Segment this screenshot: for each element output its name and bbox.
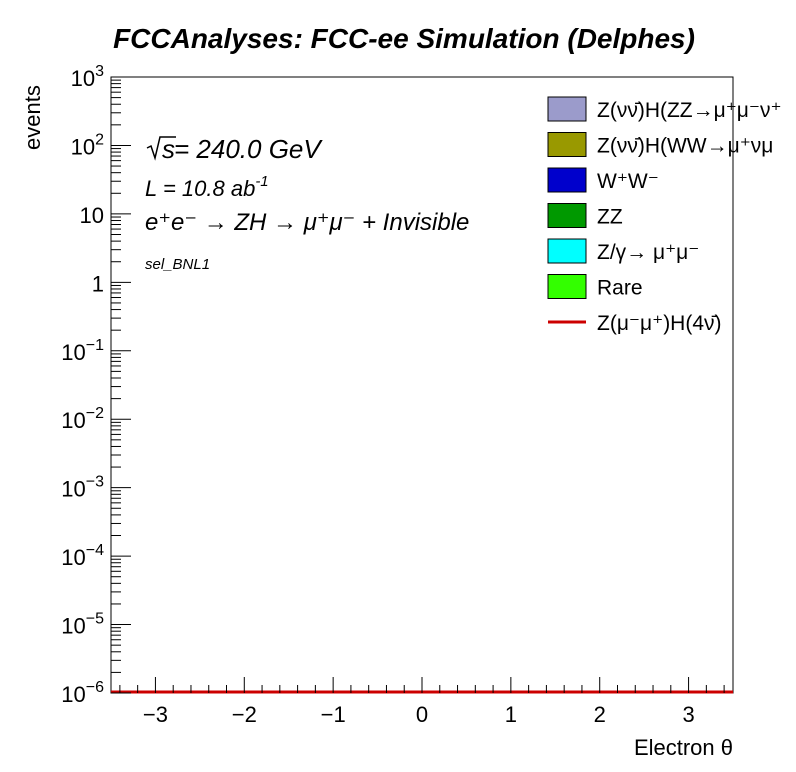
y-axis-label: events <box>20 85 45 150</box>
luminosity-exponent: -1 <box>255 173 268 190</box>
y-tick-base: 1 <box>92 271 104 296</box>
sqrt-symbol <box>146 136 176 161</box>
y-tick-base: 10 <box>61 340 85 365</box>
y-tick-exponent: −6 <box>86 679 104 696</box>
process-label: e⁺e⁻ → ZH → μ⁺μ⁻ + Invisible <box>145 209 469 236</box>
y-tick-exponent: 3 <box>95 63 104 80</box>
annotation-energy: s = 240.0 GeV <box>146 134 323 164</box>
legend-swatch <box>547 132 587 157</box>
y-tick-base: 10 <box>71 134 95 159</box>
y-tick-base: 10 <box>61 545 85 570</box>
legend-label: W⁺W⁻ <box>597 170 659 193</box>
legend-swatch <box>547 238 587 264</box>
y-tick-exponent: 2 <box>95 131 104 148</box>
x-tick-label: 0 <box>416 702 428 727</box>
x-tick-label: 1 <box>505 702 517 727</box>
y-tick-base: 10 <box>61 477 85 502</box>
y-tick-label: 102 <box>71 131 104 159</box>
y-tick-label: 10−4 <box>61 542 104 570</box>
x-axis-label: Electron θ <box>634 735 733 760</box>
legend-label: Z(νν̄)H(ZZ→μ⁺μ⁻ν⁺ <box>597 99 782 122</box>
y-tick-exponent: −4 <box>86 542 104 559</box>
x-tick-label: 2 <box>594 702 606 727</box>
x-tick-label: 3 <box>682 702 694 727</box>
y-tick-base: 10 <box>71 66 95 91</box>
legend: Z(νν̄)H(ZZ→μ⁺μ⁻ν⁺ Z(νν̄)H(WW→μ⁺νμ W⁺W⁻ ZZ Z/… <box>547 96 782 335</box>
legend-swatch <box>547 167 587 193</box>
chart-title: FCCAnalyses: FCC-ee Simulation (Delphes) <box>113 23 695 54</box>
legend-swatch <box>547 96 587 122</box>
x-tick-label: −3 <box>143 702 168 727</box>
legend-label: Z(μ⁻μ⁺)H(4ν̄) <box>597 312 722 335</box>
y-tick-base: 10 <box>61 682 85 707</box>
y-tick-base: 10 <box>61 408 85 433</box>
y-tick-label: 10 <box>80 203 104 228</box>
y-tick-label: 10−6 <box>61 679 104 707</box>
y-tick-label: 1 <box>92 271 104 296</box>
luminosity-value: L = 10.8 ab <box>145 176 255 201</box>
y-tick-label: 10−2 <box>61 405 104 433</box>
y-tick-label: 103 <box>71 63 104 91</box>
y-tick-label: 10−3 <box>61 474 104 502</box>
y-tick-exponent: −5 <box>86 611 104 628</box>
selection-label: sel_BNL1 <box>145 256 210 273</box>
legend-label: Z(νν̄)H(WW→μ⁺νμ <box>597 135 773 158</box>
x-tick-label: −2 <box>232 702 257 727</box>
legend-label: ZZ <box>597 206 623 229</box>
y-tick-label: 10−1 <box>61 337 104 365</box>
y-tick-exponent: −3 <box>86 474 104 491</box>
y-tick-label: 10−5 <box>61 611 104 639</box>
y-tick-exponent: −2 <box>86 405 104 422</box>
legend-swatch <box>547 274 587 299</box>
x-axis: −3 −2 −1 0 1 2 3 <box>119 677 725 727</box>
legend-label: Rare <box>597 277 643 300</box>
energy-label: = 240.0 GeV <box>174 134 323 164</box>
x-tick-label: −1 <box>321 702 346 727</box>
y-tick-base: 10 <box>61 614 85 639</box>
legend-label: Z/γ→ μ⁺μ⁻ <box>597 241 699 264</box>
sqrt-s-label: s <box>162 134 175 164</box>
y-tick-base: 10 <box>80 203 104 228</box>
legend-swatch <box>547 203 587 228</box>
y-tick-exponent: −1 <box>86 337 104 354</box>
luminosity-label: L = 10.8 ab-1 <box>145 173 269 201</box>
